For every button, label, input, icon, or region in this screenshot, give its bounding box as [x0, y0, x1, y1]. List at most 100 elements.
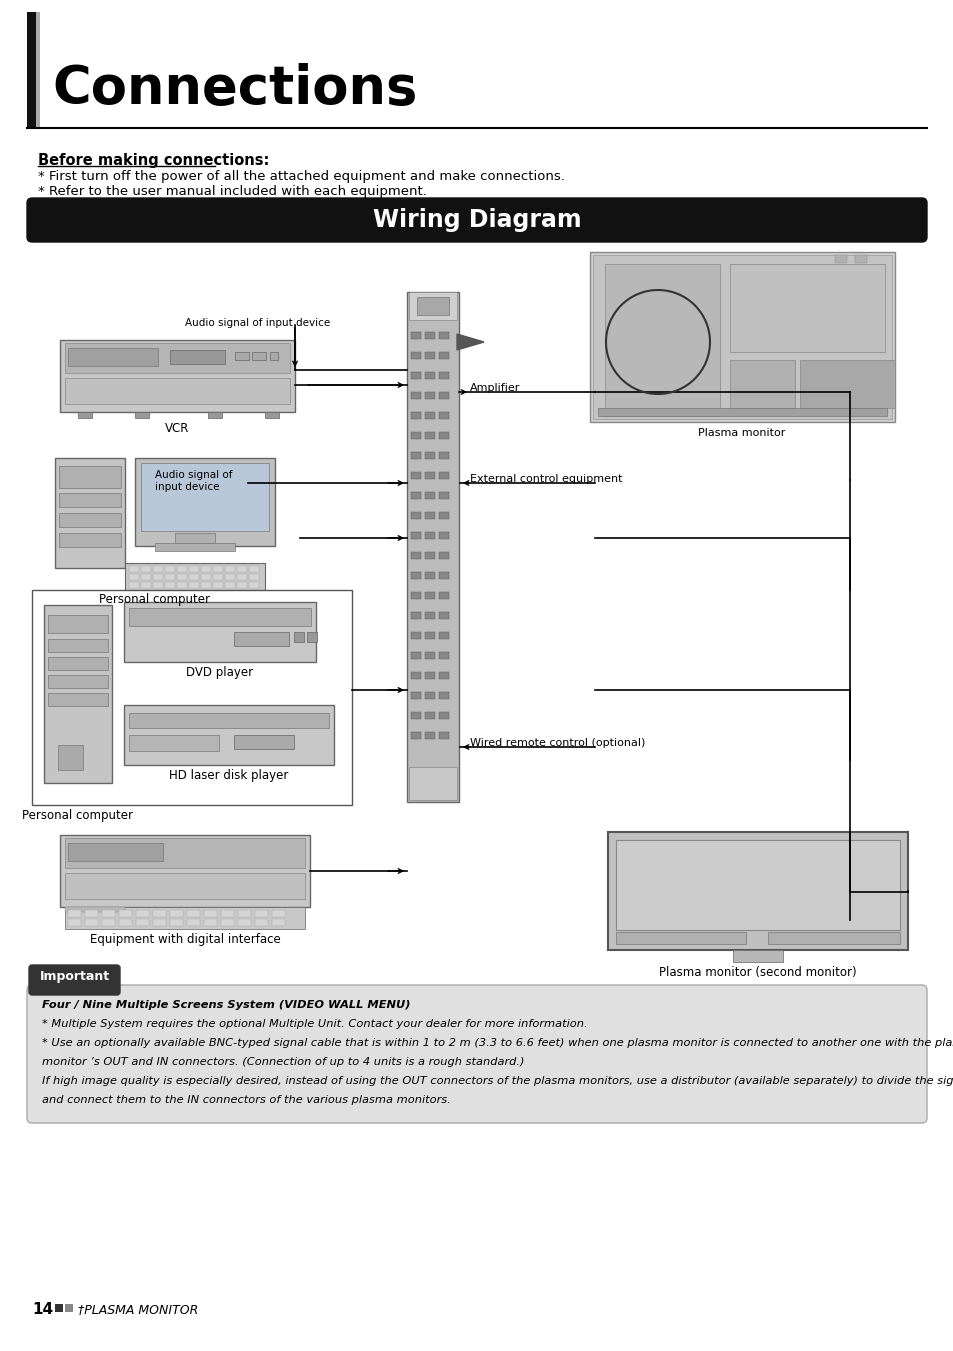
Bar — [411, 392, 420, 399]
Bar — [729, 263, 884, 353]
Text: * Multiple System requires the optional Multiple Unit. Contact your dealer for m: * Multiple System requires the optional … — [42, 1019, 587, 1029]
Bar — [135, 412, 149, 417]
Bar — [616, 932, 745, 944]
Text: 14: 14 — [32, 1302, 53, 1317]
Bar — [598, 408, 886, 416]
Bar — [424, 432, 435, 439]
Bar — [254, 911, 268, 917]
Text: Audio signal of
input device: Audio signal of input device — [154, 470, 233, 492]
Bar — [65, 873, 305, 898]
Bar — [124, 705, 334, 765]
Bar — [438, 492, 449, 499]
Bar — [141, 574, 151, 580]
Bar — [424, 492, 435, 499]
Text: Plasma monitor: Plasma monitor — [698, 428, 785, 438]
Text: * First turn off the power of all the attached equipment and make connections.: * First turn off the power of all the at… — [38, 170, 564, 182]
Bar — [254, 919, 268, 925]
Bar — [411, 532, 420, 539]
Bar — [265, 412, 278, 417]
Text: Four / Nine Multiple Screens System (VIDEO WALL MENU): Four / Nine Multiple Screens System (VID… — [42, 1000, 410, 1011]
Bar — [438, 372, 449, 380]
Bar — [411, 732, 420, 739]
Bar — [65, 838, 305, 867]
Bar — [201, 566, 211, 571]
Bar — [411, 332, 420, 339]
Bar — [141, 463, 269, 531]
Bar — [237, 919, 251, 925]
Bar — [424, 592, 435, 598]
Bar — [604, 263, 720, 416]
Bar — [208, 412, 222, 417]
Bar — [411, 712, 420, 719]
Text: * Refer to the user manual included with each equipment.: * Refer to the user manual included with… — [38, 185, 426, 199]
Bar — [58, 744, 83, 770]
Bar — [767, 932, 899, 944]
Bar — [438, 712, 449, 719]
Bar — [249, 582, 258, 588]
Bar — [136, 919, 149, 925]
Text: Wired remote control (optional): Wired remote control (optional) — [470, 738, 644, 748]
Bar — [438, 653, 449, 659]
Bar — [424, 571, 435, 580]
Bar — [32, 590, 352, 805]
Text: Before making connections:: Before making connections: — [38, 153, 269, 168]
Bar — [272, 911, 285, 917]
Bar — [27, 12, 36, 127]
Bar — [411, 471, 420, 480]
Bar — [424, 632, 435, 639]
Bar — [48, 693, 108, 707]
Bar — [68, 349, 158, 366]
Bar — [236, 574, 247, 580]
Text: * Use an optionally available BNC-typed signal cable that is within 1 to 2 m (3.: * Use an optionally available BNC-typed … — [42, 1038, 953, 1048]
Bar — [129, 713, 329, 728]
Bar — [125, 563, 265, 590]
Bar — [55, 458, 125, 567]
Bar — [44, 605, 112, 784]
Bar — [165, 582, 174, 588]
Bar — [78, 412, 91, 417]
Bar — [411, 412, 420, 419]
Bar — [152, 574, 163, 580]
Bar — [177, 566, 187, 571]
Bar — [65, 1304, 73, 1312]
Bar — [424, 453, 435, 459]
Text: †PLASMA MONITOR: †PLASMA MONITOR — [78, 1304, 198, 1316]
Text: If high image quality is especially desired, instead of using the OUT connectors: If high image quality is especially desi… — [42, 1075, 953, 1086]
Bar — [438, 671, 449, 680]
Bar — [249, 574, 258, 580]
Bar — [424, 392, 435, 399]
Text: Amplifier: Amplifier — [470, 382, 519, 393]
Bar — [187, 919, 200, 925]
Bar — [129, 608, 311, 626]
Bar — [411, 353, 420, 359]
Bar — [411, 632, 420, 639]
Text: Important: Important — [40, 970, 110, 984]
Bar — [135, 458, 274, 546]
Bar — [411, 653, 420, 659]
Bar — [59, 534, 121, 547]
Text: and connect them to the IN connectors of the various plasma monitors.: and connect them to the IN connectors of… — [42, 1096, 450, 1105]
Bar — [68, 919, 81, 925]
Bar — [225, 582, 234, 588]
Bar — [416, 297, 449, 315]
Bar — [424, 532, 435, 539]
Bar — [411, 553, 420, 559]
Bar — [409, 292, 456, 320]
Bar — [424, 512, 435, 519]
Bar — [424, 612, 435, 619]
Bar — [124, 603, 315, 662]
Bar — [307, 632, 316, 642]
Bar — [411, 612, 420, 619]
Bar — [438, 412, 449, 419]
Bar — [102, 919, 115, 925]
Bar — [236, 582, 247, 588]
Bar — [409, 767, 456, 800]
Bar — [221, 911, 233, 917]
Bar — [438, 553, 449, 559]
Bar — [55, 1304, 63, 1312]
Bar — [165, 574, 174, 580]
Bar — [424, 692, 435, 698]
Bar — [119, 919, 132, 925]
Bar — [616, 840, 899, 929]
Bar — [411, 492, 420, 499]
